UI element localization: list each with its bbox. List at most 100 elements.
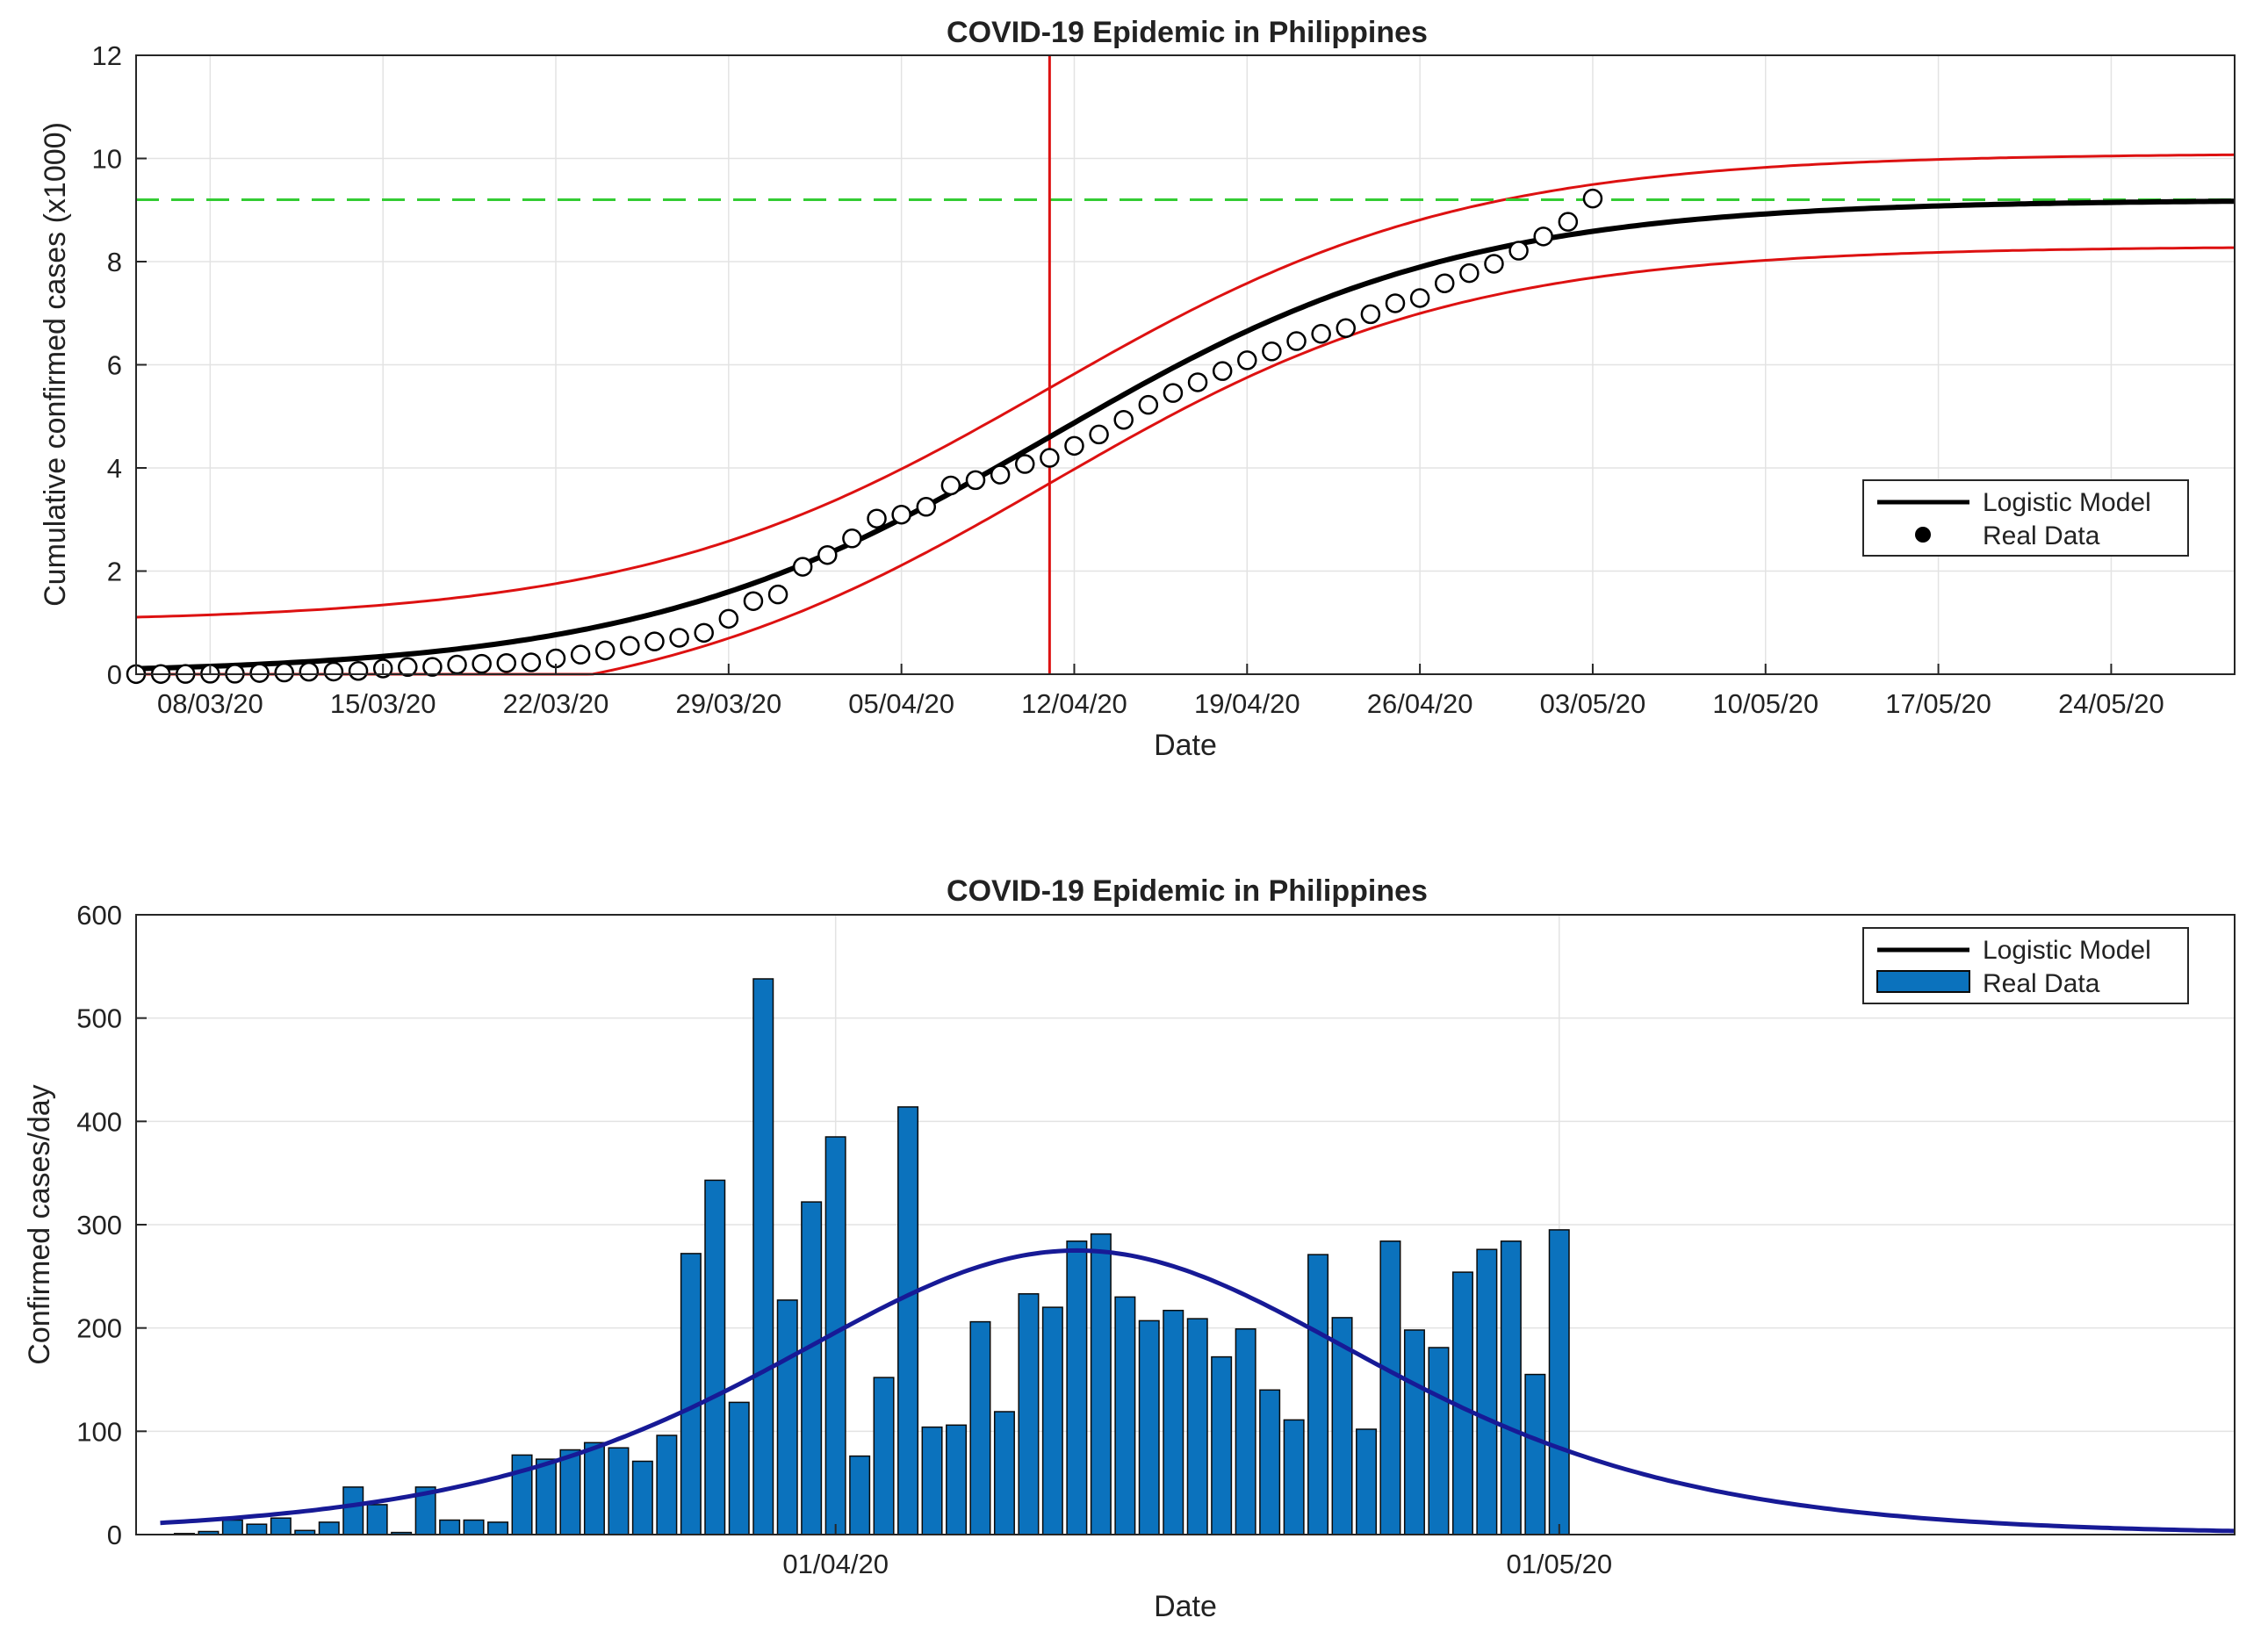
real-data-point: [447, 654, 467, 675]
cumulative-x-tick-label: 29/03/20: [675, 688, 781, 719]
real-data-point: [669, 628, 689, 648]
real-data-point: [965, 470, 986, 491]
daily-bar: [221, 1519, 243, 1535]
real-data-point: [594, 640, 616, 661]
daily-bar: [318, 1521, 340, 1535]
real-data-point: [1089, 424, 1109, 445]
daily-legend: Logistic Model Real Data: [1862, 927, 2189, 1004]
daily-bar: [1356, 1428, 1378, 1535]
daily-bar: [1163, 1309, 1184, 1535]
daily-y-tick-label: 0: [107, 1520, 122, 1550]
real-data-point: [891, 504, 911, 525]
real-data-point: [1558, 212, 1579, 232]
cumulative-x-tick-label: 12/04/20: [1021, 688, 1127, 719]
daily-bar: [704, 1179, 726, 1535]
real-data-point: [1385, 293, 1406, 313]
daily-bar: [656, 1434, 678, 1535]
daily-bar: [801, 1201, 823, 1535]
daily-bar: [680, 1253, 702, 1535]
real-data-point: [792, 557, 813, 577]
cumulative-y-tick-label: 2: [107, 557, 122, 587]
real-data-point: [1459, 262, 1480, 284]
real-data-point: [1533, 226, 1553, 247]
cumulative-y-tick-label: 8: [107, 247, 122, 277]
real-data-point: [472, 653, 492, 674]
daily-bar: [752, 978, 774, 1535]
cumulative-x-tick-label: 03/05/20: [1540, 688, 1646, 719]
daily-bar: [1235, 1328, 1256, 1535]
real-data-point: [1311, 324, 1331, 344]
cumulative-legend-box: [1862, 479, 2189, 557]
real-data-point: [817, 544, 838, 565]
daily-y-tick-label: 200: [76, 1313, 122, 1344]
daily-legend-data-label: Real Data: [1983, 969, 2100, 998]
daily-chart: COVID-19 Epidemic in Philippines 0 100 200…: [23, 874, 2236, 1623]
cumulative-x-tick-label: 22/03/20: [503, 688, 609, 719]
cumulative-x-tick-label: 19/04/20: [1194, 688, 1300, 719]
real-data-point: [274, 662, 294, 683]
real-data-point: [1360, 304, 1381, 325]
cumulative-legend: Logistic Model Real Data: [1862, 479, 2189, 557]
real-data-point: [1286, 331, 1307, 351]
daily-bar: [1403, 1329, 1425, 1535]
lower-bound-curve: [136, 246, 2235, 676]
cumulative-y-ticks: 0 2 4 6 8 10 12: [92, 40, 147, 690]
real-data-point: [422, 657, 443, 677]
real-data-point: [299, 661, 320, 682]
daily-bar: [631, 1460, 653, 1535]
real-data-point: [1237, 350, 1257, 370]
daily-bar: [608, 1447, 630, 1535]
real-data-point: [348, 660, 369, 681]
real-data-point: [867, 508, 887, 528]
daily-y-tick-label: 500: [76, 1003, 122, 1034]
real-data-point: [1040, 448, 1060, 468]
daily-bar: [439, 1519, 461, 1535]
real-data-point: [1582, 188, 1603, 209]
real-data-point: [1212, 361, 1233, 381]
real-data-point: [990, 464, 1011, 485]
daily-grid: [136, 914, 2235, 1535]
real-data-point: [1508, 241, 1529, 261]
daily-y-tick-label: 300: [76, 1210, 122, 1240]
cumulative-x-tick-label: 10/05/20: [1712, 688, 1818, 719]
daily-bar: [897, 1106, 919, 1535]
daily-bar: [1476, 1248, 1498, 1535]
daily-bar: [776, 1299, 798, 1535]
cumulative-y-tick-label: 12: [92, 40, 122, 71]
cumulative-legend-model-label: Logistic Model: [1983, 488, 2151, 517]
daily-bar: [1259, 1389, 1281, 1535]
daily-y-tick-label: 100: [76, 1416, 122, 1447]
daily-bar: [993, 1411, 1015, 1535]
daily-bar: [1307, 1254, 1329, 1535]
daily-x-axis-label: Date: [1154, 1590, 1217, 1623]
daily-bar: [246, 1523, 268, 1535]
real-data-point: [1064, 435, 1084, 457]
real-data-point: [842, 528, 862, 549]
daily-bar: [1283, 1419, 1305, 1535]
cumulative-grid: [136, 54, 2235, 675]
cumulative-plot-area: [126, 55, 2236, 685]
real-data-point: [694, 622, 714, 644]
cumulative-x-tick-label: 26/04/20: [1367, 688, 1473, 719]
cumulative-x-tick-label: 08/03/20: [157, 688, 263, 719]
real-data-point: [1113, 409, 1134, 430]
daily-bar: [559, 1449, 581, 1535]
daily-bar: [1524, 1373, 1546, 1535]
daily-bar: [921, 1426, 943, 1535]
daily-bar: [1066, 1240, 1088, 1535]
daily-bar: [1114, 1296, 1136, 1535]
daily-bar: [1138, 1319, 1160, 1535]
daily-bar: [366, 1504, 388, 1535]
logistic-model-curve: [135, 198, 2235, 672]
daily-bar: [728, 1401, 750, 1535]
real-data-point: [1336, 318, 1357, 339]
daily-bar: [1041, 1306, 1063, 1535]
real-data-point: [496, 653, 517, 673]
cumulative-x-tick-label: 15/03/20: [330, 688, 436, 719]
cumulative-chart: COVID-19 Epidemic in Philippines 0 2 4 6 8 10…: [39, 16, 2236, 762]
cumulative-x-ticks: 08/03/20 15/03/20 22/03/20 29/03/20 05/04/20…: [157, 664, 2164, 719]
daily-bar: [969, 1320, 991, 1535]
cumulative-y-axis-label: Cumulative confirmed cases (x1000): [39, 122, 72, 607]
daily-chart-title: COVID-19 Epidemic in Philippines: [947, 874, 1428, 908]
daily-y-axis-label: Confirmed cases/day: [23, 1084, 56, 1364]
